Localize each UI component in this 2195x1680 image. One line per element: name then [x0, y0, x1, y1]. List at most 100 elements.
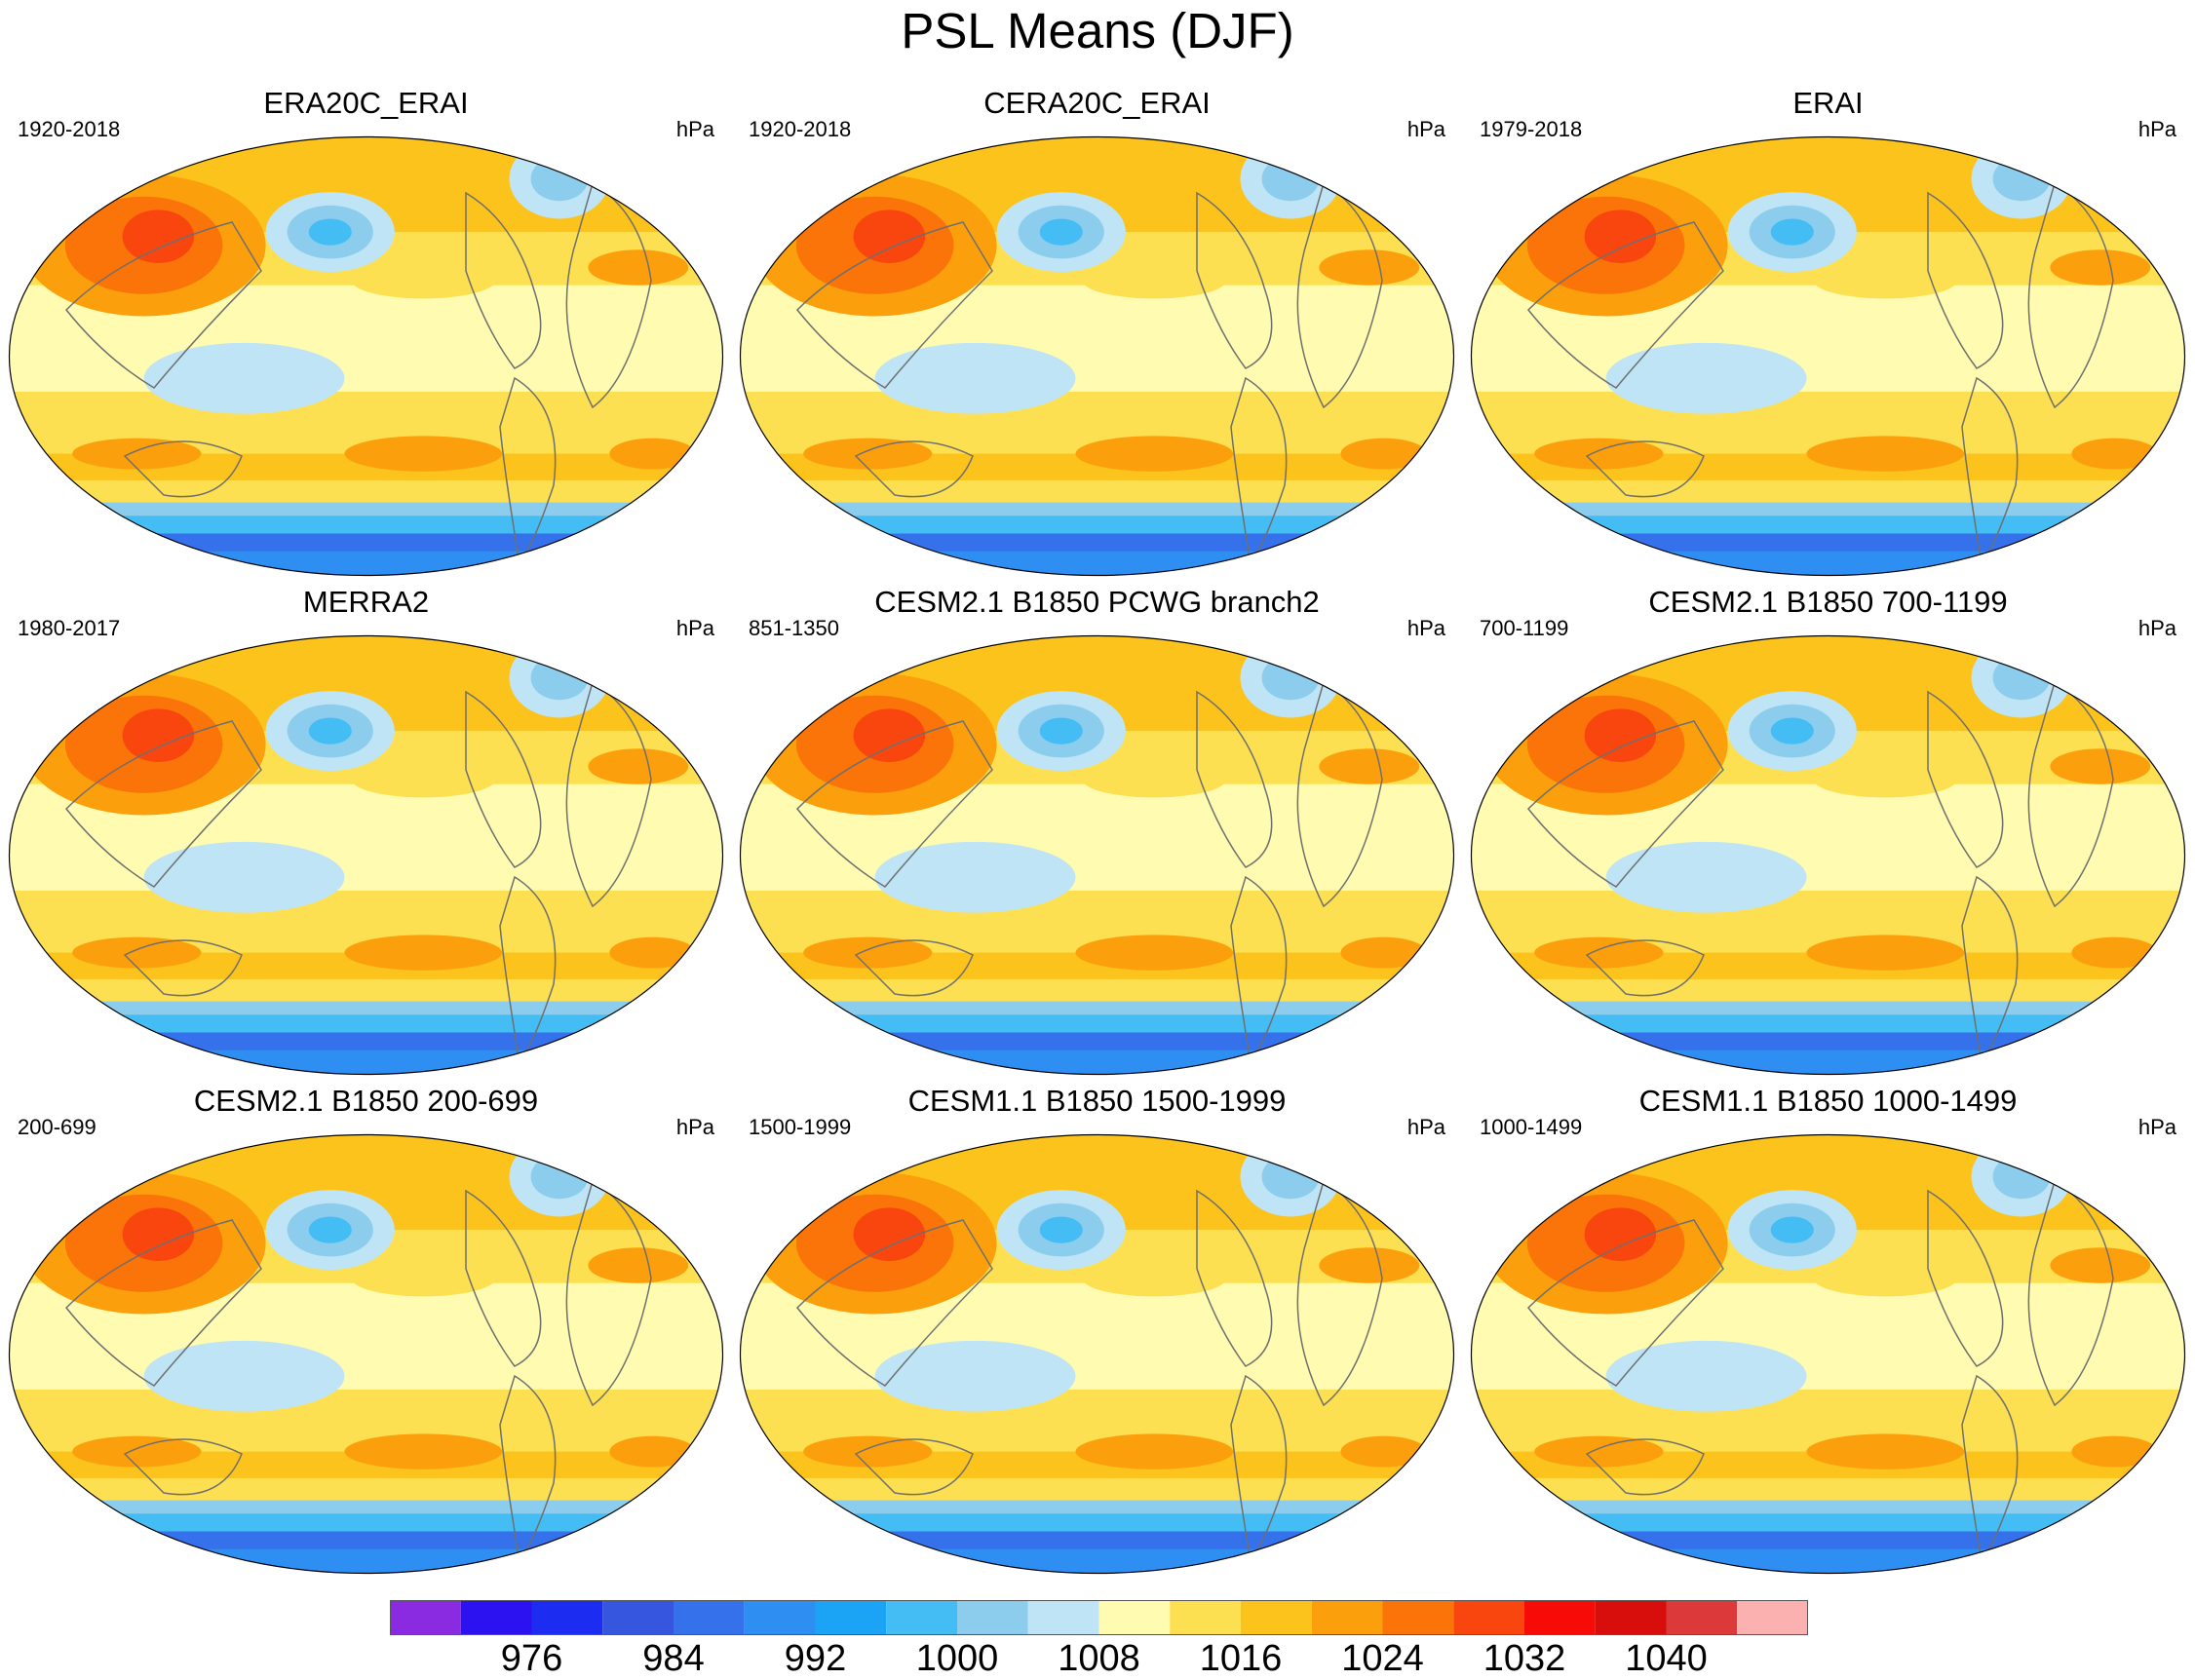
- colorbar-swatch: [602, 1600, 674, 1635]
- pressure-band: [9, 1050, 723, 1075]
- map-panel: CERA20C_ERAI 1920-2018 hPa: [739, 86, 1455, 578]
- pressure-band: [1471, 479, 2185, 504]
- coastline: [1230, 376, 1288, 565]
- high-pressure-cell: [1584, 210, 1657, 263]
- coastline: [1961, 1374, 2019, 1563]
- subtropical-high: [1534, 438, 1664, 470]
- pressure-band: [9, 479, 723, 504]
- coastline: [465, 690, 542, 868]
- pressure-band: [1471, 533, 2185, 553]
- coastline: [2027, 181, 2114, 409]
- coastline: [1230, 875, 1288, 1064]
- psl-map: [8, 1133, 724, 1575]
- subtropical-high: [351, 1260, 495, 1297]
- coastline: [854, 1438, 974, 1496]
- panel-title: MERRA2: [302, 585, 430, 619]
- map-border: [1470, 634, 2186, 1076]
- pressure-band: [740, 1548, 1454, 1574]
- pressure-band: [740, 1001, 1454, 1016]
- coastline: [854, 440, 974, 498]
- colorbar-tick-label: 1008: [1058, 1638, 1140, 1679]
- subtropical-high: [1806, 935, 1965, 971]
- subtropical-high: [2050, 748, 2151, 784]
- colorbar-tick-label: 1032: [1483, 1638, 1566, 1679]
- subtropical-high: [2050, 249, 2151, 286]
- coastline: [1296, 1179, 1383, 1407]
- colorbar-swatch: [1382, 1600, 1454, 1635]
- high-pressure-cell: [1584, 708, 1657, 762]
- panel-units: hPa: [2137, 616, 2176, 640]
- coastline: [1585, 939, 1705, 997]
- pressure-band: [1471, 1500, 2185, 1515]
- pressure-band: [1471, 502, 2185, 517]
- low-pressure-cell: [308, 1216, 352, 1243]
- low-pressure-cell: [1992, 156, 2051, 202]
- map-panel: CESM2.1 B1850 PCWG branch2 851-1350 hPa: [739, 585, 1455, 1077]
- coastline: [1526, 1219, 1724, 1387]
- high-pressure-cell: [853, 708, 926, 762]
- map-border: [739, 634, 1455, 1076]
- panel-units: hPa: [1406, 1115, 1445, 1139]
- colorbar-swatch: [531, 1600, 603, 1635]
- colorbar: [390, 1600, 1808, 1635]
- coastline: [795, 221, 993, 389]
- colorbar-tick-label: 1040: [1625, 1638, 1708, 1679]
- subtropical-high: [1075, 935, 1234, 971]
- pressure-band: [9, 1548, 723, 1574]
- pressure-band: [1471, 551, 2185, 576]
- map-panel: CESM1.1 B1850 1500-1999 1500-1999 hPa: [739, 1084, 1455, 1576]
- pressure-band: [1471, 1014, 2185, 1034]
- colorbar-swatch: [1311, 1600, 1383, 1635]
- coastline: [64, 720, 262, 888]
- map-panel: ERA20C_ERAI 1920-2018 hPa: [8, 86, 724, 578]
- subtropical-high: [72, 1435, 202, 1468]
- colorbar-tick-label: 1016: [1199, 1638, 1283, 1679]
- map-border: [8, 634, 724, 1076]
- colorbar-tick-label: 976: [500, 1638, 563, 1679]
- low-pressure-cell: [1770, 1216, 1814, 1243]
- map-panel: CESM1.1 B1850 1000-1499 1000-1499 hPa: [1470, 1084, 2186, 1576]
- panel-title: CESM2.1 B1850 PCWG branch2: [874, 585, 1320, 619]
- pressure-band: [1471, 515, 2185, 535]
- subtropical-high: [1806, 1433, 1965, 1470]
- coastline: [1526, 221, 1724, 389]
- subtropical-high: [1806, 436, 1965, 472]
- panel-title: ERAI: [1792, 86, 1864, 120]
- coastline: [1585, 440, 1705, 498]
- panel-units: hPa: [675, 1115, 714, 1139]
- subtropical-high: [2071, 1435, 2158, 1468]
- low-pressure-cell: [530, 1154, 589, 1200]
- subtropical-high: [1319, 249, 1420, 286]
- colorbar-swatch: [1737, 1600, 1808, 1635]
- low-pressure-cell: [1039, 717, 1083, 745]
- pressure-band: [740, 978, 1454, 1003]
- high-pressure-cell: [853, 1207, 926, 1261]
- pressure-band: [740, 1032, 1454, 1051]
- low-pressure-cell: [1261, 1154, 1320, 1200]
- psl-map: [739, 1133, 1455, 1575]
- coastline: [1196, 1189, 1273, 1367]
- pressure-band: [1471, 1001, 2185, 1016]
- coastline: [1230, 1374, 1288, 1563]
- pressure-band: [740, 1477, 1454, 1502]
- coastline: [64, 221, 262, 389]
- pressure-band: [9, 551, 723, 576]
- low-pressure-cell: [1992, 1154, 2051, 1200]
- low-pressure-cell: [1039, 1216, 1083, 1243]
- pressure-band: [9, 502, 723, 517]
- subtropical-high: [588, 748, 689, 784]
- colorbar-swatch: [1666, 1600, 1738, 1635]
- panel-units: hPa: [675, 616, 714, 640]
- psl-map: [8, 634, 724, 1076]
- pressure-band: [740, 502, 1454, 517]
- low-pressure-cell: [308, 218, 352, 246]
- low-pressure-cell: [1770, 717, 1814, 745]
- map-panel: CESM2.1 B1850 200-699 200-699 hPa: [8, 1084, 724, 1576]
- coastline: [1927, 191, 2004, 369]
- high-pressure-cell: [122, 210, 195, 263]
- colorbar-swatch: [1170, 1600, 1241, 1635]
- low-pressure-cell: [1039, 218, 1083, 246]
- panel-title: CESM1.1 B1850 1000-1499: [1638, 1084, 2018, 1118]
- subtropical-high: [588, 1247, 689, 1283]
- high-pressure-cell: [122, 708, 195, 762]
